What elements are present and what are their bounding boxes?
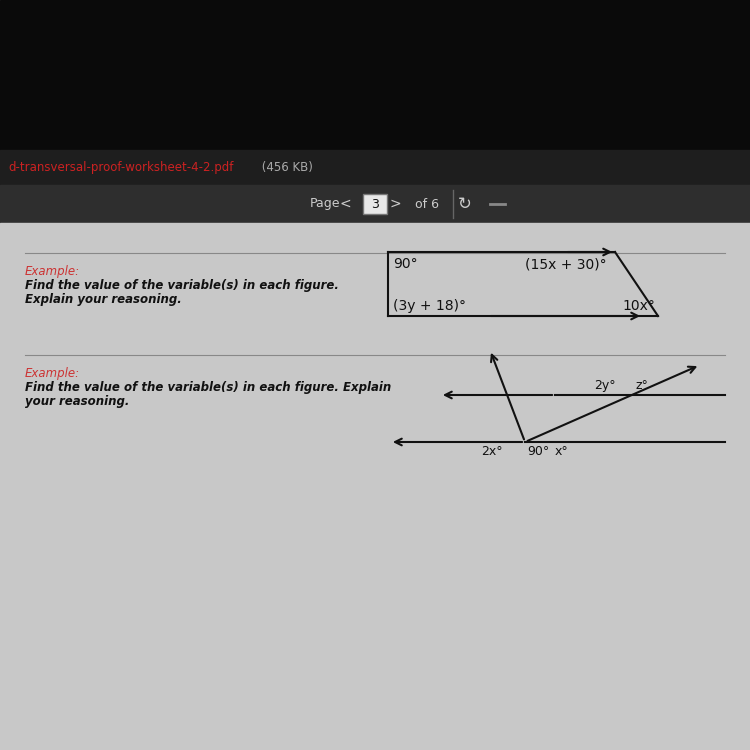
Bar bbox=[0, 150, 750, 185]
Text: Page: Page bbox=[310, 197, 340, 211]
Text: your reasoning.: your reasoning. bbox=[25, 395, 129, 408]
Text: 90°: 90° bbox=[393, 257, 418, 271]
Text: (3y + 18)°: (3y + 18)° bbox=[393, 299, 466, 313]
Text: 90°: 90° bbox=[527, 445, 549, 458]
Text: Example:: Example: bbox=[25, 367, 80, 380]
Text: d-transversal-proof-worksheet-4-2.pdf: d-transversal-proof-worksheet-4-2.pdf bbox=[8, 161, 233, 174]
Text: 10x°: 10x° bbox=[622, 299, 655, 313]
Text: of 6: of 6 bbox=[415, 197, 439, 211]
Text: <: < bbox=[339, 197, 351, 211]
Text: (456 KB): (456 KB) bbox=[258, 161, 313, 174]
Text: (15x + 30)°: (15x + 30)° bbox=[525, 257, 607, 271]
Bar bbox=[0, 0, 750, 150]
Text: 3: 3 bbox=[371, 197, 379, 211]
Text: 2x°: 2x° bbox=[482, 445, 503, 458]
Text: Find the value of the variable(s) in each figure. Explain: Find the value of the variable(s) in eac… bbox=[25, 381, 392, 394]
FancyBboxPatch shape bbox=[363, 194, 387, 214]
Text: Find the value of the variable(s) in each figure.: Find the value of the variable(s) in eac… bbox=[25, 279, 339, 292]
Text: 2y°: 2y° bbox=[594, 379, 616, 392]
Text: Example:: Example: bbox=[25, 265, 80, 278]
Bar bbox=[0, 185, 750, 223]
Text: >: > bbox=[389, 197, 400, 211]
Text: ↻: ↻ bbox=[458, 195, 472, 213]
Bar bbox=[0, 223, 750, 750]
Text: x°: x° bbox=[555, 445, 568, 458]
Text: z°: z° bbox=[636, 379, 649, 392]
Text: Explain your reasoning.: Explain your reasoning. bbox=[25, 293, 182, 306]
